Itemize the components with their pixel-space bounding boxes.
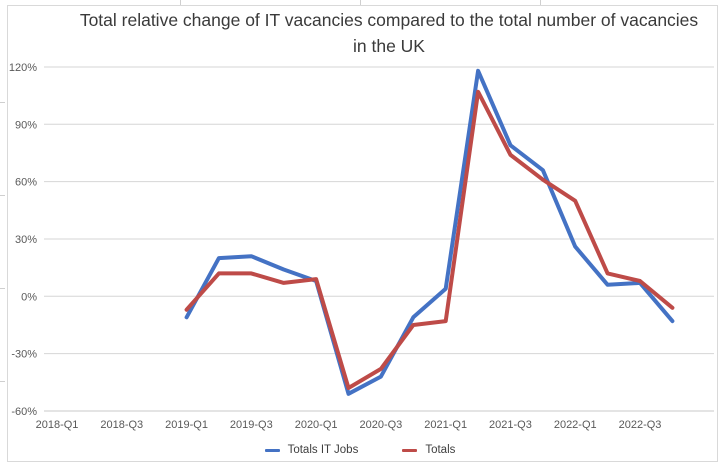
y-axis-tick-label: 0% xyxy=(21,291,37,303)
y-axis-tick-label: -30% xyxy=(11,349,37,361)
spreadsheet-gridline-stub xyxy=(540,0,541,5)
x-axis-tick-label: 2022-Q3 xyxy=(619,419,662,431)
x-axis-tick-label: 2021-Q3 xyxy=(489,419,532,431)
y-axis-tick-label: 30% xyxy=(15,234,37,246)
series-line-totals[interactable] xyxy=(184,89,675,390)
legend-line-swatch-red xyxy=(402,448,418,452)
spreadsheet-gridline-stub xyxy=(0,288,5,289)
y-axis-tick-label: 60% xyxy=(15,177,37,189)
x-axis-tick-label: 2018-Q1 xyxy=(36,419,79,431)
spreadsheet-gridline-stub xyxy=(0,195,5,196)
x-axis-tick-label: 2020-Q3 xyxy=(359,419,402,431)
y-axis-tick-label: 120% xyxy=(9,62,37,74)
x-axis-tick-label: 2020-Q1 xyxy=(295,419,338,431)
spreadsheet-gridline-stub xyxy=(360,0,361,5)
x-axis-tick-label: 2019-Q1 xyxy=(165,419,208,431)
legend-item-totals-it-jobs[interactable]: Totals IT Jobs xyxy=(264,444,359,456)
spreadsheet-gridline-stub xyxy=(180,0,181,5)
x-axis-tick-label: 2018-Q3 xyxy=(100,419,143,431)
legend-line-swatch-blue xyxy=(264,448,280,452)
x-axis-tick-label: 2022-Q1 xyxy=(554,419,597,431)
x-axis-tick-label: 2019-Q3 xyxy=(230,419,273,431)
legend-label: Totals IT Jobs xyxy=(287,444,359,456)
y-axis-tick-label: -60% xyxy=(11,406,37,418)
x-axis-tick-label: 2021-Q1 xyxy=(424,419,467,431)
chart-legend: Totals IT Jobs Totals xyxy=(0,440,720,460)
legend-label: Totals xyxy=(425,444,456,456)
series-line-totals-it-jobs[interactable] xyxy=(184,68,675,396)
chart-title: Total relative change of IT vacancies co… xyxy=(79,10,699,56)
spreadsheet-gridline-stub xyxy=(0,102,5,103)
legend-item-totals[interactable]: Totals xyxy=(402,444,455,456)
spreadsheet-gridline-stub xyxy=(0,381,5,382)
y-axis-tick-label: 90% xyxy=(15,119,37,131)
